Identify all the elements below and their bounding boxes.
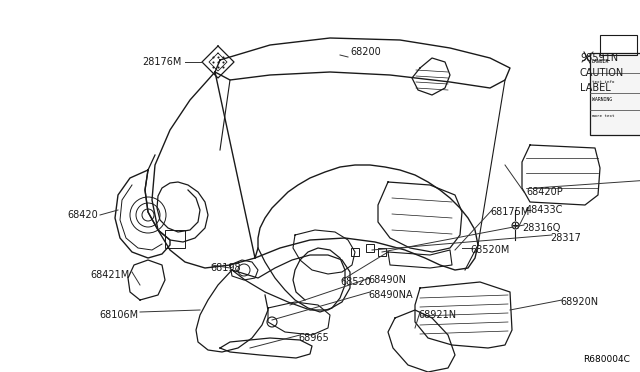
Text: 68490N: 68490N xyxy=(368,275,406,285)
Text: 68520M: 68520M xyxy=(470,245,509,255)
Text: 68420P: 68420P xyxy=(526,187,563,197)
Text: more text: more text xyxy=(592,114,614,118)
Text: CAUTION: CAUTION xyxy=(580,68,624,78)
Text: 68175M: 68175M xyxy=(490,207,529,217)
Text: 68490NA: 68490NA xyxy=(368,290,413,300)
Text: R680004C: R680004C xyxy=(583,356,630,365)
Text: 68106M: 68106M xyxy=(99,310,138,320)
Text: 68965: 68965 xyxy=(298,333,329,343)
Text: 28317: 28317 xyxy=(550,233,581,243)
Text: 48433C: 48433C xyxy=(526,205,563,215)
Text: 68200: 68200 xyxy=(350,47,381,57)
Text: 28316Q: 28316Q xyxy=(522,223,561,233)
Text: LABEL: LABEL xyxy=(580,83,611,93)
Text: 68420: 68420 xyxy=(67,210,98,220)
Text: 68421M: 68421M xyxy=(91,270,130,280)
Text: 68920N: 68920N xyxy=(560,297,598,307)
FancyBboxPatch shape xyxy=(590,53,640,135)
Text: DANGER: DANGER xyxy=(592,59,609,64)
Text: 28176M: 28176M xyxy=(143,57,182,67)
Text: 68198: 68198 xyxy=(210,263,241,273)
Text: text info: text info xyxy=(592,80,614,84)
Text: 68921N: 68921N xyxy=(418,310,456,320)
Text: WARNING: WARNING xyxy=(592,97,612,102)
Text: 98591N: 98591N xyxy=(580,53,618,63)
Text: 68520: 68520 xyxy=(340,277,371,287)
